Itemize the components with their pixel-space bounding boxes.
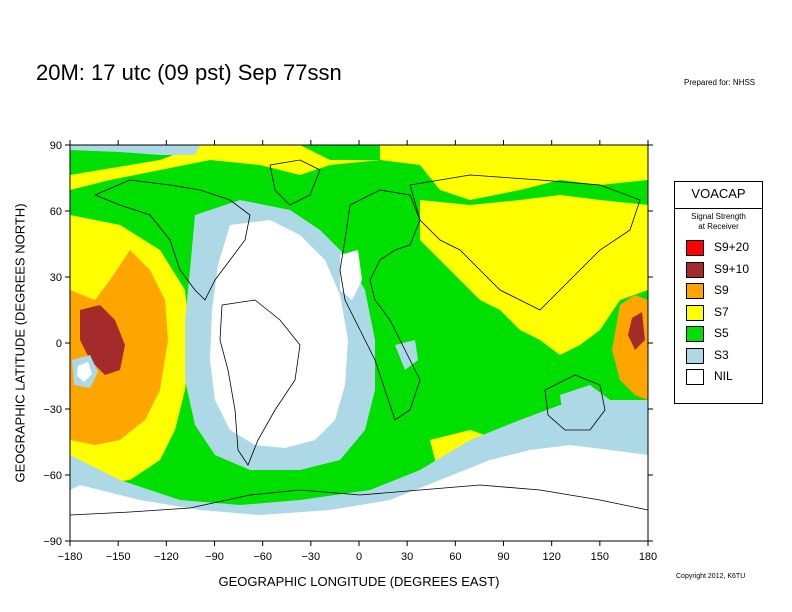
south-america-outline — [219, 299, 301, 466]
s9-10-region-west-pacific — [628, 312, 645, 350]
x-tick-label: −120 — [154, 551, 179, 563]
legend-label: S3 — [714, 347, 729, 362]
legend-swatch — [686, 261, 704, 278]
coastlines — [70, 159, 648, 516]
y-tick-label: 30 — [50, 272, 62, 284]
s3-region-arctic — [70, 145, 200, 155]
legend-label: S9+20 — [714, 240, 750, 254]
legend-swatch — [686, 326, 704, 342]
europe-africa-outline — [339, 189, 421, 421]
x-tick-label: 120 — [542, 551, 560, 563]
nil-region-atlantic — [210, 220, 348, 448]
x-tick-label: 60 — [449, 551, 461, 563]
y-tick-label: 0 — [56, 338, 62, 350]
legend-label: S9 — [714, 283, 729, 297]
north-america-outline — [93, 179, 251, 301]
australia-outline — [544, 374, 606, 431]
legend-subtitle: Signal Strength at Receiver — [675, 209, 762, 232]
nil-region-pacific-spot — [77, 362, 92, 382]
legend-label: S9+10 — [714, 261, 750, 276]
legend-label: S5 — [714, 326, 729, 340]
prepared-for-note: Prepared for: NHSS — [684, 78, 756, 87]
s7-region-asia — [420, 195, 648, 355]
x-tick-label: 180 — [639, 551, 657, 563]
legend-title: VOACAP — [675, 182, 762, 209]
y-tick-label: 60 — [50, 206, 62, 218]
legend: VOACAP Signal Strength at Receiver S9+20… — [674, 181, 763, 404]
asia-outline — [409, 174, 641, 311]
legend-swatch — [686, 283, 704, 299]
x-tick-label: −90 — [205, 551, 224, 563]
map-title: 20M: 17 utc (09 pst) Sep 77ssn — [36, 60, 342, 85]
s9-10-region — [80, 305, 125, 375]
s3-region-east-africa — [395, 340, 418, 370]
s7-region-north — [70, 145, 648, 200]
y-tick-label: −90 — [43, 536, 62, 548]
x-axis-label: GEOGRAPHIC LONGITUDE (DEGREES EAST) — [218, 574, 500, 589]
y-tick-label: 90 — [50, 140, 62, 152]
greenland-outline — [269, 159, 321, 206]
y-tick-label: −30 — [43, 404, 62, 416]
x-tick-label: 0 — [356, 551, 362, 563]
coverage-layer — [70, 145, 648, 541]
x-tick-label: 90 — [497, 551, 509, 563]
legend-label: NIL — [714, 369, 733, 383]
x-tick-label: −30 — [301, 551, 320, 563]
legend-swatch — [686, 304, 704, 321]
x-tick-label: −180 — [58, 551, 83, 563]
axis-ticks: −180 −150 −120 −90 −60 −30 0 30 60 90 120 150 180 90 6… — [43, 140, 657, 563]
legend-label: S7 — [714, 304, 729, 319]
y-tick-label: −60 — [43, 470, 62, 482]
legend-subtitle-line-2: at Receiver — [698, 222, 739, 231]
legend-swatch — [686, 369, 704, 385]
x-tick-label: −60 — [253, 551, 272, 563]
legend-swatch — [686, 347, 704, 364]
copyright-note: Copyright 2012, K6TU — [676, 573, 746, 580]
x-tick-label: 150 — [591, 551, 609, 563]
s3-region-australia — [560, 385, 610, 440]
antarctica-outline — [70, 484, 648, 516]
nil-region-south — [70, 445, 648, 541]
x-tick-label: 30 — [401, 551, 413, 563]
legend-subtitle-line-1: Signal Strength — [691, 212, 746, 221]
legend-swatch — [686, 240, 704, 256]
nil-region-north-africa — [340, 250, 362, 300]
x-tick-label: −150 — [106, 551, 131, 563]
